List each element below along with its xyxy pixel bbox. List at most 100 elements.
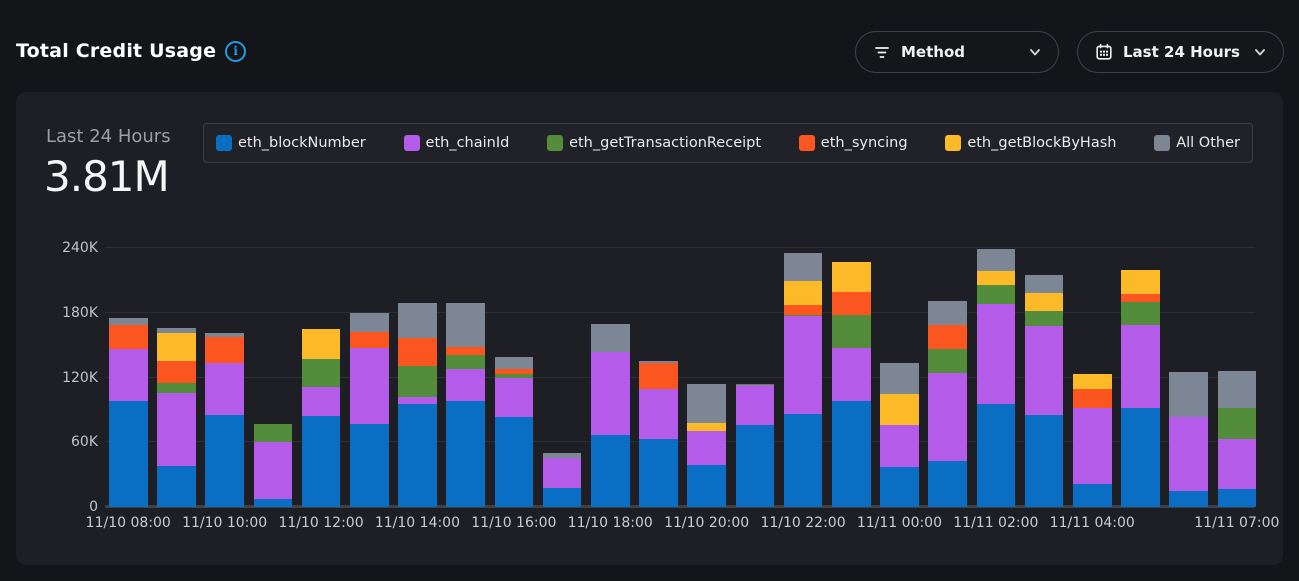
- bar-11/10 10:00: [205, 248, 244, 507]
- bar-segment-eth_chainId: [1121, 324, 1160, 408]
- bar-segment-eth_chainId: [783, 316, 823, 415]
- x-axis-baseline: [105, 505, 1255, 508]
- bar-segment-eth_blockNumber: [109, 401, 148, 507]
- legend-label: All Other: [1176, 135, 1240, 151]
- x-axis-label: 11/10 16:00: [471, 515, 557, 531]
- bar-segment-eth_getTransactionReceipt: [1024, 310, 1064, 326]
- legend-item-eth_getTransactionReceipt[interactable]: eth_getTransactionReceipt: [547, 135, 761, 151]
- stat-label: Last 24 Hours: [46, 126, 171, 147]
- bar-segment-eth_syncing: [205, 336, 244, 364]
- bar-segment-eth_getTransactionReceipt: [157, 382, 196, 393]
- bar-segment-All Other: [542, 453, 582, 459]
- bar-segment-eth_getTransactionReceipt: [1121, 301, 1160, 325]
- legend-swatch: [1154, 135, 1171, 151]
- bar-segment-eth_syncing: [639, 363, 678, 390]
- bar-segment-eth_syncing: [109, 324, 148, 350]
- legend-item-eth_chainId[interactable]: eth_chainId: [403, 135, 509, 151]
- bar-segment-eth_syncing: [783, 305, 823, 315]
- bar-11/10 13:00: [350, 248, 389, 507]
- bar-segment-eth_chainId: [591, 351, 630, 435]
- bar-segment-eth_blockNumber: [542, 487, 582, 507]
- bar-segment-eth_blockNumber: [1121, 407, 1160, 507]
- bar-segment-eth_blockNumber: [446, 401, 485, 507]
- bar-segment-eth_getTransactionReceipt: [1217, 407, 1257, 440]
- legend-item-eth_blockNumber[interactable]: eth_blockNumber: [216, 135, 366, 151]
- x-axis-label: 11/11 02:00: [953, 515, 1039, 531]
- grid-line: [105, 376, 1255, 378]
- bar-segment-All Other: [591, 323, 630, 352]
- bar-11/11 03:00: [1024, 248, 1064, 507]
- grid-line: [105, 311, 1255, 313]
- x-axis-label: 11/10 14:00: [374, 515, 461, 531]
- bar-segment-eth_chainId: [832, 348, 871, 402]
- bar-segment-eth_syncing: [494, 368, 534, 375]
- x-axis-label: 11/11 00:00: [856, 515, 943, 531]
- bar-segment-eth_blockNumber: [735, 424, 775, 507]
- bar-segment-eth_getBlockByHash: [976, 270, 1016, 285]
- bar-segment-eth_getTransactionReceipt: [735, 383, 775, 386]
- bar-segment-eth_syncing: [446, 347, 485, 355]
- bar-segment-eth_chainId: [735, 385, 775, 425]
- x-axis-label: 11/10 18:00: [567, 515, 653, 531]
- bar-segment-All Other: [783, 253, 823, 282]
- bar-segment-eth_chainId: [109, 349, 148, 402]
- bar-segment-eth_blockNumber: [976, 404, 1016, 507]
- legend-swatch: [403, 135, 420, 151]
- bar-segment-eth_chainId: [976, 304, 1016, 405]
- bar-segment-eth_getTransactionReceipt: [301, 359, 341, 388]
- bar-segment-All Other: [639, 361, 678, 364]
- bar-11/10 14:00: [398, 248, 437, 507]
- bar-segment-All Other: [928, 300, 967, 325]
- bar-segment-eth_blockNumber: [301, 416, 341, 507]
- bar-segment-eth_chainId: [494, 377, 534, 418]
- bar-segment-All Other: [976, 249, 1016, 271]
- bar-11/11 05:00: [1121, 248, 1160, 507]
- legend-item-eth_syncing[interactable]: eth_syncing: [798, 135, 908, 151]
- bar-segment-eth_chainId: [542, 458, 582, 488]
- legend-swatch: [798, 135, 815, 151]
- bar-11/10 21:00: [735, 248, 775, 507]
- info-icon[interactable]: i: [225, 40, 247, 62]
- legend-item-eth_getBlockByHash[interactable]: eth_getBlockByHash: [945, 135, 1116, 151]
- method-dropdown[interactable]: Method: [855, 31, 1059, 73]
- bar-11/10 23:00: [832, 248, 871, 507]
- y-axis: 0 60K 120K 180K 240K: [16, 240, 98, 515]
- bar-segment-eth_chainId: [1073, 407, 1112, 485]
- page-title: Total Credit Usage: [16, 40, 217, 62]
- bar-segment-eth_blockNumber: [157, 466, 196, 507]
- header: Total Credit Usage i: [16, 40, 247, 62]
- bar-11/11 07:00: [1217, 248, 1257, 507]
- bar-segment-eth_chainId: [253, 442, 293, 500]
- bar-segment-eth_getBlockByHash: [1073, 374, 1112, 390]
- chevron-down-icon: [1255, 49, 1265, 56]
- calendar-icon: [1096, 43, 1112, 60]
- bar-segment-eth_blockNumber: [687, 464, 726, 507]
- filter-icon: [875, 47, 889, 58]
- bar-11/10 18:00: [591, 248, 630, 507]
- bar-segment-All Other: [157, 327, 196, 334]
- bar-segment-eth_getBlockByHash: [832, 262, 871, 293]
- bar-segment-All Other: [1169, 372, 1208, 418]
- time-range-dropdown[interactable]: Last 24 Hours: [1077, 31, 1284, 73]
- bar-segment-eth_getBlockByHash: [157, 333, 196, 362]
- bar-segment-All Other: [1024, 274, 1064, 294]
- bar-11/10 19:00: [639, 248, 678, 507]
- bar-segment-eth_getTransactionReceipt: [253, 423, 293, 443]
- legend-item-All Other[interactable]: All Other: [1154, 135, 1240, 151]
- bar-segment-All Other: [1217, 371, 1257, 408]
- bar-segment-eth_blockNumber: [832, 401, 871, 507]
- bar-segment-All Other: [350, 312, 389, 333]
- legend-label: eth_getBlockByHash: [967, 135, 1117, 151]
- x-axis-label: 11/10 10:00: [182, 515, 268, 531]
- bar-segment-eth_blockNumber: [253, 499, 293, 507]
- grid-line: [105, 441, 1255, 443]
- bar-segment-All Other: [494, 357, 534, 369]
- bar-segment-eth_blockNumber: [205, 415, 244, 507]
- bar-segment-eth_chainId: [687, 431, 726, 465]
- x-axis-label: 11/11 04:00: [1049, 515, 1135, 531]
- x-axis-label: 11/11 07:00: [1194, 515, 1280, 531]
- method-dropdown-label: Method: [901, 43, 965, 61]
- bar-11/10 16:00: [494, 248, 534, 507]
- time-range-dropdown-label: Last 24 Hours: [1123, 43, 1240, 61]
- bar-segment-eth_getTransactionReceipt: [928, 349, 967, 374]
